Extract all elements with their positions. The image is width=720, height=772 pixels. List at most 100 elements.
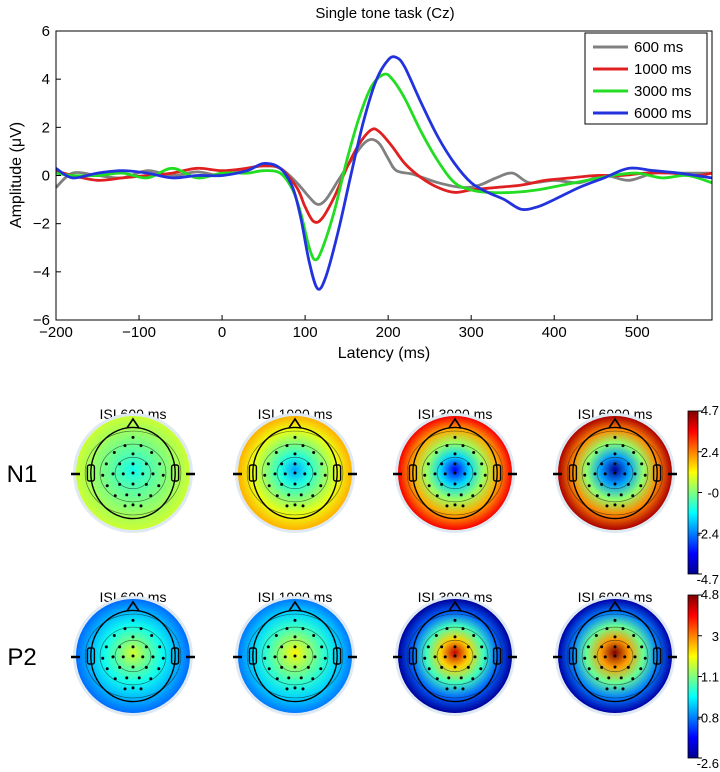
- contour-line: [99, 626, 167, 686]
- contour-line: [114, 639, 152, 673]
- electrode-dot: [613, 618, 617, 622]
- electrode-dot: [440, 645, 444, 649]
- electrode-dot: [303, 655, 307, 659]
- electrode-dot: [283, 472, 287, 476]
- electrode-dot: [471, 494, 475, 498]
- contour-line: [581, 443, 649, 503]
- head-outline: [252, 426, 338, 520]
- electrode-dot: [293, 482, 297, 486]
- contour-line: [421, 443, 489, 503]
- contour-line: [596, 456, 634, 490]
- contour-line: [276, 456, 314, 490]
- electrode-dot: [613, 503, 617, 507]
- x-tick-label: 0: [218, 324, 226, 341]
- electrode-dot: [274, 450, 278, 454]
- electrode-dot: [483, 473, 487, 477]
- electrode-dot: [301, 687, 305, 691]
- contour-line: [114, 456, 152, 490]
- electrode-dot: [453, 665, 457, 669]
- electrode-dot: [301, 627, 305, 631]
- electrode-dot: [471, 677, 475, 681]
- electrode-dot: [144, 645, 148, 649]
- electrode-dot: [313, 472, 317, 476]
- nose-icon: [608, 417, 622, 429]
- electrode-dot: [466, 462, 470, 466]
- electrode-dot: [104, 645, 108, 649]
- y-axis-label: Amplitude (μV): [8, 122, 25, 228]
- legend-box: [584, 32, 708, 125]
- electrode-dot: [263, 656, 267, 660]
- colorbar-tick-label: 3: [712, 629, 719, 644]
- electrode-dot: [161, 656, 165, 660]
- electrode-dot: [479, 667, 483, 671]
- contour-line: [596, 639, 634, 673]
- electrode-dot: [273, 472, 277, 476]
- contour-line: [276, 639, 314, 673]
- legend-label: 3000 ms: [634, 83, 692, 100]
- electrode-dot: [472, 450, 476, 454]
- electrode-dot: [453, 462, 457, 466]
- electrode-dot: [623, 472, 627, 476]
- electrode-dot: [113, 677, 117, 681]
- electrode-dot: [594, 633, 598, 637]
- contour-line: [84, 613, 182, 699]
- electrode-dot: [595, 494, 599, 498]
- electrode-dot: [131, 452, 135, 456]
- electrode-dot: [123, 444, 127, 448]
- electrode-dot: [459, 676, 463, 680]
- electrode-dot: [583, 656, 587, 660]
- electrode-dot: [299, 676, 303, 680]
- electrode-dot: [603, 472, 607, 476]
- y-tick-label: 4: [42, 71, 50, 88]
- electrode-dot: [605, 444, 609, 448]
- electrode-dot: [445, 627, 449, 631]
- series-line-6000-ms: [55, 55, 713, 291]
- electrode-dot: [157, 484, 161, 488]
- electrode-dot: [293, 462, 297, 466]
- x-tick-label: 100: [293, 324, 318, 341]
- electrode-dot: [112, 633, 116, 637]
- electrode-dot: [613, 645, 617, 649]
- electrode-dot: [640, 645, 644, 649]
- electrode-dot: [461, 687, 465, 691]
- electrode-dot: [123, 687, 127, 691]
- chart-legend: 600 ms 1000 ms 3000 ms 6000 ms: [584, 32, 708, 125]
- head-outline: [252, 609, 338, 703]
- electrode-dot: [158, 645, 162, 649]
- contour-line: [436, 456, 474, 490]
- head-outline: [90, 609, 176, 703]
- electrode-dot: [453, 635, 457, 639]
- electrode-dot: [131, 686, 135, 690]
- electrode-dot: [427, 667, 431, 671]
- electrode-dot: [426, 462, 430, 466]
- x-axis-label: Latency (ms): [338, 345, 430, 362]
- electrode-dot: [137, 676, 141, 680]
- nose-icon: [288, 417, 302, 429]
- x-tick-label: −200: [39, 324, 73, 341]
- y-tick-label: −6: [33, 312, 50, 329]
- electrode-dot: [593, 655, 597, 659]
- contour-line: [406, 430, 504, 516]
- electrode-dot: [319, 484, 323, 488]
- electrode-dot: [619, 676, 623, 680]
- electrode-dot: [466, 665, 470, 669]
- electrode-dot: [118, 665, 122, 669]
- electrode-dot: [118, 645, 122, 649]
- topomap-N1-2: ISI 3000 ms: [393, 406, 517, 533]
- electrode-dot: [104, 462, 108, 466]
- electrode-dot: [267, 484, 271, 488]
- electrode-dot: [623, 655, 627, 659]
- colorbar-tick-label: -0.8: [697, 710, 719, 725]
- contour-line: [261, 443, 329, 503]
- electrode-dot: [586, 462, 590, 466]
- electrode-dot: [426, 645, 430, 649]
- electrode-dot: [131, 665, 135, 669]
- head-outline: [90, 426, 176, 520]
- y-tick-label: −4: [33, 264, 50, 281]
- electrode-dot: [149, 494, 153, 498]
- electrode-dot: [479, 484, 483, 488]
- electrode-dot: [603, 655, 607, 659]
- electrode-dot: [161, 473, 165, 477]
- electrode-dot: [131, 654, 135, 658]
